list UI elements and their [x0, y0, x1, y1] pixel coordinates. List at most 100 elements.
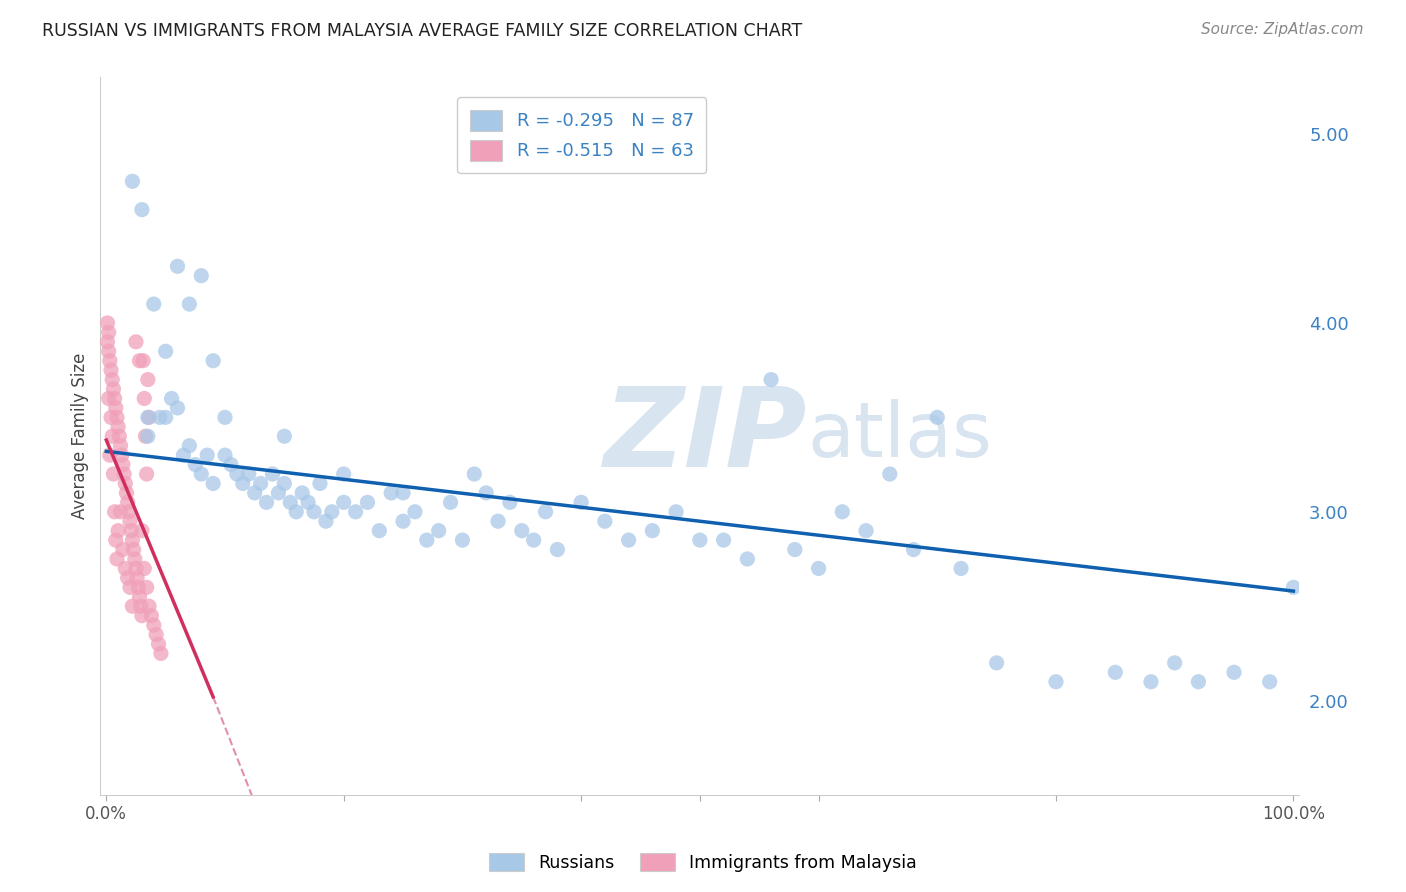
Point [166, 401, 188, 415]
Point [148, 637, 170, 651]
Point [110, 505, 132, 519]
Point [1045, 674, 1067, 689]
Point [593, 514, 616, 528]
Point [111, 448, 134, 462]
Point [105, 410, 128, 425]
Point [238, 467, 260, 481]
Point [120, 524, 142, 538]
Point [97, 392, 120, 406]
Point [105, 552, 128, 566]
Point [129, 599, 152, 614]
Point [1104, 665, 1126, 680]
Point [166, 260, 188, 274]
Point [689, 533, 711, 548]
Point [546, 542, 568, 557]
Point [117, 571, 139, 585]
Text: ZIP: ZIP [605, 383, 807, 490]
Point [332, 467, 354, 481]
Text: RUSSIAN VS IMMIGRANTS FROM MALAYSIA AVERAGE FAMILY SIZE CORRELATION CHART: RUSSIAN VS IMMIGRANTS FROM MALAYSIA AVER… [42, 22, 803, 40]
Point [321, 505, 343, 519]
Point [104, 533, 127, 548]
Point [179, 439, 201, 453]
Point [332, 495, 354, 509]
Point [416, 533, 439, 548]
Point [134, 561, 156, 575]
Point [903, 542, 925, 557]
Point [117, 495, 139, 509]
Point [128, 590, 150, 604]
Point [134, 429, 156, 443]
Point [121, 533, 143, 548]
Point [232, 476, 254, 491]
Point [1282, 580, 1305, 594]
Point [118, 514, 141, 528]
Point [98, 353, 121, 368]
Point [297, 495, 319, 509]
Point [617, 533, 640, 548]
Point [1223, 665, 1246, 680]
Point [665, 505, 688, 519]
Point [451, 533, 474, 548]
Point [149, 647, 172, 661]
Point [291, 486, 314, 500]
Point [510, 524, 533, 538]
Point [107, 524, 129, 538]
Point [114, 561, 136, 575]
Point [1163, 656, 1185, 670]
Point [195, 448, 218, 462]
Point [132, 353, 155, 368]
Point [225, 467, 247, 481]
Point [155, 410, 177, 425]
Point [737, 552, 759, 566]
Point [831, 505, 853, 519]
Point [523, 533, 546, 548]
Point [439, 495, 461, 509]
Point [759, 373, 782, 387]
Point [118, 580, 141, 594]
Point [278, 495, 301, 509]
Point [249, 476, 271, 491]
Point [463, 467, 485, 481]
Point [214, 410, 236, 425]
Point [110, 439, 132, 453]
Point [97, 326, 120, 340]
Point [136, 410, 159, 425]
Point [641, 524, 664, 538]
Point [96, 316, 118, 330]
Point [986, 656, 1008, 670]
Point [267, 486, 290, 500]
Point [107, 419, 129, 434]
Point [134, 392, 156, 406]
Point [499, 495, 522, 509]
Point [121, 599, 143, 614]
Point [380, 486, 402, 500]
Legend: Russians, Immigrants from Malaysia: Russians, Immigrants from Malaysia [482, 847, 924, 879]
Point [135, 580, 157, 594]
Point [115, 486, 138, 500]
Point [100, 363, 122, 377]
Point [950, 561, 973, 575]
Point [179, 297, 201, 311]
Point [111, 458, 134, 472]
Point [356, 495, 378, 509]
Text: atlas: atlas [808, 400, 993, 474]
Point [160, 392, 183, 406]
Point [149, 410, 172, 425]
Point [138, 599, 160, 614]
Point [98, 448, 121, 462]
Point [214, 448, 236, 462]
Point [219, 458, 242, 472]
Point [273, 476, 295, 491]
Point [783, 542, 806, 557]
Point [475, 486, 498, 500]
Y-axis label: Average Family Size: Average Family Size [72, 353, 89, 519]
Point [243, 486, 266, 500]
Point [172, 448, 194, 462]
Point [103, 467, 125, 481]
Point [190, 268, 212, 283]
Point [114, 476, 136, 491]
Point [155, 344, 177, 359]
Point [262, 467, 284, 481]
Point [302, 505, 325, 519]
Point [127, 571, 149, 585]
